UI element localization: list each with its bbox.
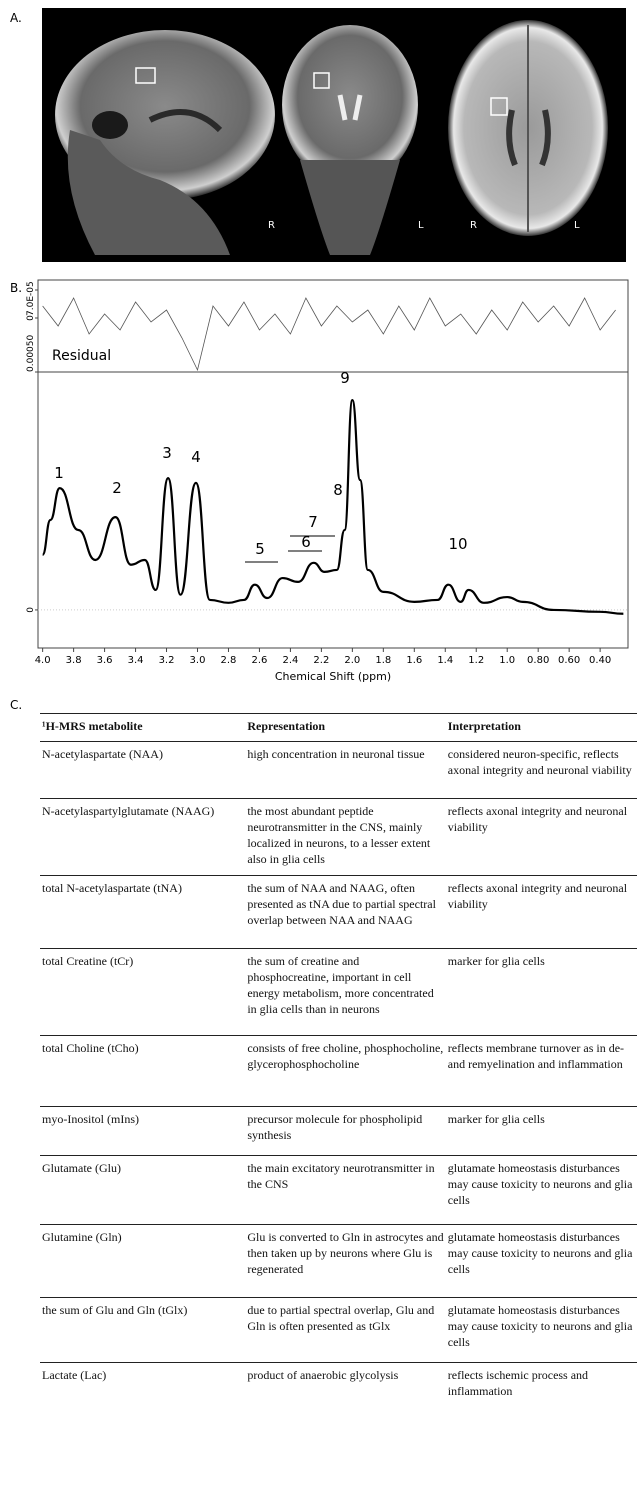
- table-cell: Glu is converted to Gln in astrocytes an…: [245, 1225, 445, 1298]
- peak-label: 9: [340, 369, 350, 387]
- table-cell: Glutamine (Gln): [40, 1225, 245, 1298]
- orientation-label: R: [268, 220, 275, 231]
- table-cell: high concentration in neuronal tissue: [245, 742, 445, 799]
- table-cell: myo-Inositol (mIns): [40, 1107, 245, 1156]
- x-tick-label: 4.0: [35, 655, 51, 666]
- peak-label: 8: [333, 481, 343, 499]
- panel-label: A.: [10, 11, 22, 25]
- table-cell: total N-acetylaspartate (tNA): [40, 876, 245, 949]
- peak-label: 7: [308, 513, 318, 531]
- x-tick-label: 1.8: [375, 655, 391, 666]
- orientation-label: L: [418, 220, 424, 231]
- y-tick-label: 0: [26, 607, 36, 613]
- x-tick-label: 3.4: [128, 655, 144, 666]
- table-cell: glutamate homeostasis disturbances may c…: [446, 1225, 637, 1298]
- x-tick-label: 2.4: [282, 655, 298, 666]
- table-cell: considered neuron-specific, reflects axo…: [446, 742, 637, 799]
- table-cell: glutamate homeostasis disturbances may c…: [446, 1156, 637, 1225]
- table-cell: Glutamate (Glu): [40, 1156, 245, 1225]
- table-cell: the sum of Glu and Gln (tGlx): [40, 1298, 245, 1363]
- table-cell: total Choline (tCho): [40, 1036, 245, 1107]
- x-tick-label: 0.60: [558, 655, 580, 666]
- table-cell: the main excitatory neurotransmitter in …: [245, 1156, 445, 1225]
- x-axis-label: Chemical Shift (ppm): [275, 670, 391, 683]
- peak-label: 2: [112, 479, 122, 497]
- panel-label: B.: [10, 281, 22, 295]
- table-cell: reflects axonal integrity and neuronal v…: [446, 876, 637, 949]
- x-tick-label: 0.80: [527, 655, 549, 666]
- orientation-label: R: [470, 220, 477, 231]
- table-cell: precursor molecule for phospholipid synt…: [245, 1107, 445, 1156]
- peak-label: 1: [54, 464, 64, 482]
- x-tick-label: 1.0: [499, 655, 515, 666]
- table-row: total Creatine (tCr)the sum of creatine …: [40, 949, 637, 1036]
- table-cell: reflects membrane turnover as in de- and…: [446, 1036, 637, 1107]
- table-row: total N-acetylaspartate (tNA)the sum of …: [40, 876, 637, 949]
- fit-line: [43, 400, 624, 614]
- column-header: Interpretation: [446, 714, 637, 742]
- figure: A. B. Residual Chemical Shift (ppm) R L R L…: [0, 0, 637, 700]
- residual-line: [43, 298, 616, 370]
- table-cell: total Creatine (tCr): [40, 949, 245, 1036]
- x-tick-label: 1.4: [437, 655, 453, 666]
- table-row: the sum of Glu and Gln (tGlx)due to part…: [40, 1298, 637, 1363]
- x-tick-label: 3.6: [97, 655, 113, 666]
- table-cell: marker for glia cells: [446, 1107, 637, 1156]
- table-cell: N-acetylaspartate (NAA): [40, 742, 245, 799]
- x-tick-label: 0.40: [589, 655, 611, 666]
- peak-label: 5: [255, 540, 265, 558]
- x-tick-label: 3.8: [66, 655, 82, 666]
- y-tick-label: 0.00050: [26, 335, 36, 372]
- x-tick-label: 2.8: [221, 655, 237, 666]
- table-cell: glutamate homeostasis disturbances may c…: [446, 1298, 637, 1363]
- table-cell: marker for glia cells: [446, 949, 637, 1036]
- x-tick-label: 2.2: [313, 655, 329, 666]
- table-row: Glutamate (Glu)the main excitatory neuro…: [40, 1156, 637, 1225]
- x-tick-label: 2.0: [344, 655, 360, 666]
- table-row: total Choline (tCho)consists of free cho…: [40, 1036, 637, 1107]
- axial-image: [448, 20, 608, 236]
- plot-frame: [38, 280, 628, 648]
- table-row: Lactate (Lac)product of anaerobic glycol…: [40, 1363, 637, 1408]
- x-tick-label: 3.2: [159, 655, 175, 666]
- x-tick-label: 2.6: [251, 655, 267, 666]
- table-cell: the sum of creatine and phosphocreatine,…: [245, 949, 445, 1036]
- table-row: N-acetylaspartate (NAA)high concentratio…: [40, 742, 637, 799]
- y2-tick-label: 7.0E-05: [26, 281, 36, 316]
- peak-label: 3: [162, 444, 172, 462]
- panel-label: C.: [10, 698, 22, 712]
- residual-label: Residual: [52, 348, 111, 364]
- peak-label: 4: [191, 448, 201, 466]
- peak-label: 10: [448, 535, 467, 553]
- table-row: N-acetylaspartylglutamate (NAAG)the most…: [40, 799, 637, 876]
- page: {"panel_a":{"label":"A.","images":[{"lab…: [0, 0, 637, 1495]
- table-cell: reflects ischemic process and inflammati…: [446, 1363, 637, 1408]
- table-cell: the sum of NAA and NAAG, often presented…: [245, 876, 445, 949]
- column-header: ¹H-MRS metabolite: [40, 714, 245, 742]
- table-cell: the most abundant peptide neurotransmitt…: [245, 799, 445, 876]
- table-cell: N-acetylaspartylglutamate (NAAG): [40, 799, 245, 876]
- x-tick-label: 1.6: [406, 655, 422, 666]
- x-tick-label: 3.0: [190, 655, 206, 666]
- table-cell: product of anaerobic glycolysis: [245, 1363, 445, 1408]
- table-row: myo-Inositol (mIns)precursor molecule fo…: [40, 1107, 637, 1156]
- orientation-label: L: [574, 220, 580, 231]
- x-tick-label: 1.2: [468, 655, 484, 666]
- table-cell: consists of free choline, phosphocholine…: [245, 1036, 445, 1107]
- peak-label: 6: [301, 533, 311, 551]
- table-cell: due to partial spectral overlap, Glu and…: [245, 1298, 445, 1363]
- column-header: Representation: [245, 714, 445, 742]
- table-row: Glutamine (Gln)Glu is converted to Gln i…: [40, 1225, 637, 1298]
- table-cell: Lactate (Lac): [40, 1363, 245, 1408]
- table-cell: reflects axonal integrity and neuronal v…: [446, 799, 637, 876]
